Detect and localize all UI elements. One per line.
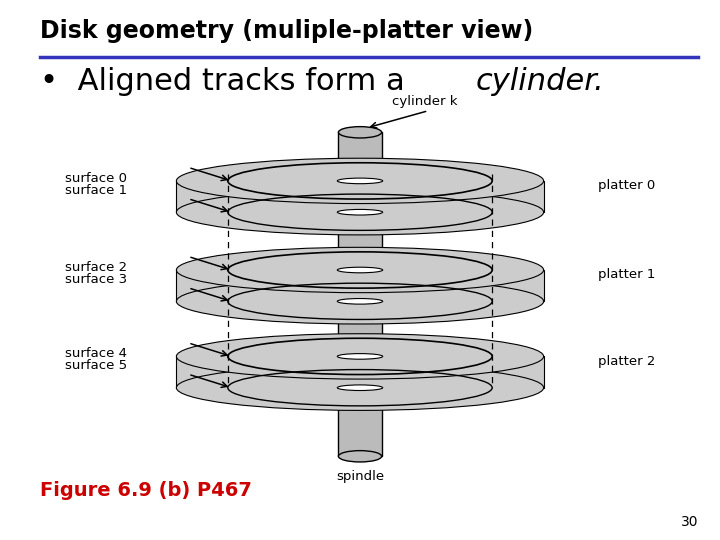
Ellipse shape — [176, 247, 544, 293]
Text: Disk geometry (muliple-platter view): Disk geometry (muliple-platter view) — [40, 19, 533, 43]
Text: surface 4: surface 4 — [65, 347, 127, 360]
Ellipse shape — [337, 267, 383, 273]
Ellipse shape — [176, 158, 544, 204]
Ellipse shape — [337, 385, 383, 390]
Text: cylinder k: cylinder k — [392, 95, 458, 108]
Text: platter 1: platter 1 — [598, 268, 655, 281]
Text: surface 5: surface 5 — [65, 359, 127, 372]
Ellipse shape — [337, 210, 383, 215]
Ellipse shape — [176, 279, 544, 324]
Text: surface 0: surface 0 — [65, 172, 127, 185]
Ellipse shape — [337, 299, 383, 304]
Text: Figure 6.9 (b) P467: Figure 6.9 (b) P467 — [40, 481, 251, 500]
Ellipse shape — [337, 178, 383, 184]
Ellipse shape — [338, 126, 382, 138]
Polygon shape — [176, 356, 544, 388]
Text: 30: 30 — [681, 515, 698, 529]
Ellipse shape — [176, 365, 544, 410]
Text: •  Aligned tracks form a: • Aligned tracks form a — [40, 68, 414, 97]
Text: surface 2: surface 2 — [65, 261, 127, 274]
Polygon shape — [176, 181, 544, 212]
Text: platter 2: platter 2 — [598, 355, 655, 368]
Polygon shape — [176, 270, 544, 301]
Ellipse shape — [176, 334, 544, 379]
Ellipse shape — [338, 450, 382, 462]
Ellipse shape — [337, 354, 383, 359]
Polygon shape — [338, 132, 382, 456]
Text: surface 3: surface 3 — [65, 273, 127, 286]
Text: platter 0: platter 0 — [598, 179, 655, 192]
Text: cylinder.: cylinder. — [475, 68, 604, 97]
Text: spindle: spindle — [336, 470, 384, 483]
Ellipse shape — [176, 190, 544, 235]
Text: surface 1: surface 1 — [65, 184, 127, 197]
